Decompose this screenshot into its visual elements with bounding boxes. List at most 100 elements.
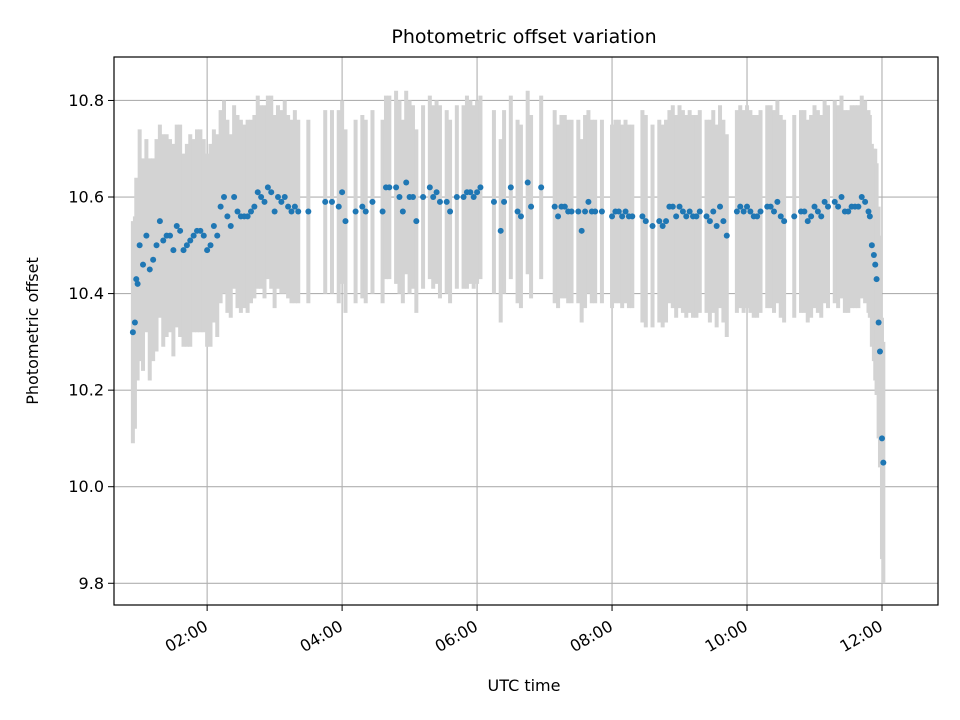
data-point: [804, 218, 811, 225]
data-point: [328, 198, 335, 205]
data-point: [771, 208, 778, 215]
data-point: [207, 242, 214, 249]
data-point: [831, 198, 838, 205]
data-point: [197, 227, 204, 234]
data-point: [251, 203, 258, 210]
data-point: [693, 213, 700, 220]
data-point: [777, 213, 784, 220]
data-point: [696, 208, 703, 215]
data-point: [582, 208, 589, 215]
data-point: [393, 184, 400, 191]
data-point: [231, 194, 238, 201]
data-point: [845, 208, 852, 215]
data-point: [386, 184, 393, 191]
data-point: [568, 208, 575, 215]
data-point: [676, 203, 683, 210]
data-point: [561, 203, 568, 210]
data-point: [740, 208, 747, 215]
data-point: [447, 208, 454, 215]
data-point: [210, 222, 217, 229]
data-point: [868, 242, 875, 249]
y-axis-ticks: 9.8 10.0 10.2 10.4 10.6 10.8: [68, 91, 114, 593]
data-point: [379, 208, 386, 215]
data-point: [281, 194, 288, 201]
data-point: [524, 179, 531, 186]
data-point: [639, 213, 646, 220]
data-point: [501, 198, 508, 205]
data-point: [659, 222, 666, 229]
data-point: [153, 242, 160, 249]
data-point: [264, 184, 271, 191]
data-point: [140, 261, 147, 268]
data-point: [781, 218, 788, 225]
data-point: [470, 194, 477, 201]
data-point: [335, 203, 342, 210]
data-point: [271, 208, 278, 215]
data-point: [703, 213, 710, 220]
data-point: [818, 213, 825, 220]
data-point: [183, 242, 190, 249]
data-point: [190, 232, 197, 239]
data-point: [717, 203, 724, 210]
data-point: [801, 208, 808, 215]
data-point: [824, 203, 831, 210]
data-point: [880, 459, 887, 466]
data-point: [234, 208, 241, 215]
data-point: [477, 184, 484, 191]
data-point: [268, 189, 275, 196]
data-point: [133, 276, 140, 283]
data-point: [180, 247, 187, 254]
y-tick-label: 10.6: [68, 188, 104, 207]
data-point: [585, 198, 592, 205]
data-point: [811, 203, 818, 210]
data-point: [575, 208, 582, 215]
data-point: [835, 203, 842, 210]
data-point: [609, 213, 616, 220]
data-point: [528, 203, 535, 210]
data-point: [878, 435, 885, 442]
data-point: [224, 213, 231, 220]
data-point: [737, 203, 744, 210]
data-point: [686, 208, 693, 215]
data-point: [433, 189, 440, 196]
data-point: [160, 237, 167, 244]
data-point: [814, 208, 821, 215]
data-point: [134, 280, 141, 287]
y-tick-label: 9.8: [79, 574, 104, 593]
data-point: [214, 232, 221, 239]
data-point: [436, 198, 443, 205]
data-point: [396, 194, 403, 201]
data-point: [663, 218, 670, 225]
data-point: [150, 256, 157, 263]
y-tick-label: 10.4: [68, 284, 104, 303]
data-point: [146, 266, 153, 273]
data-point: [875, 319, 882, 326]
data-point: [855, 203, 862, 210]
data-point: [649, 222, 656, 229]
data-point: [131, 319, 138, 326]
data-point: [866, 213, 873, 220]
data-points: [129, 179, 887, 466]
data-point: [409, 194, 416, 201]
data-point: [156, 218, 163, 225]
data-point: [598, 208, 605, 215]
data-point: [288, 208, 295, 215]
data-point: [200, 232, 207, 239]
data-point: [136, 242, 143, 249]
data-point: [352, 208, 359, 215]
data-point: [274, 194, 281, 201]
data-point: [490, 198, 497, 205]
data-point: [322, 198, 329, 205]
data-point: [821, 198, 828, 205]
data-point: [362, 208, 369, 215]
data-point: [430, 194, 437, 201]
data-point: [838, 194, 845, 201]
chart-title: Photometric offset variation: [391, 26, 656, 48]
data-point: [399, 208, 406, 215]
data-point: [474, 189, 481, 196]
data-point: [295, 208, 302, 215]
data-point: [369, 198, 376, 205]
data-point: [247, 208, 254, 215]
data-point: [876, 348, 883, 355]
